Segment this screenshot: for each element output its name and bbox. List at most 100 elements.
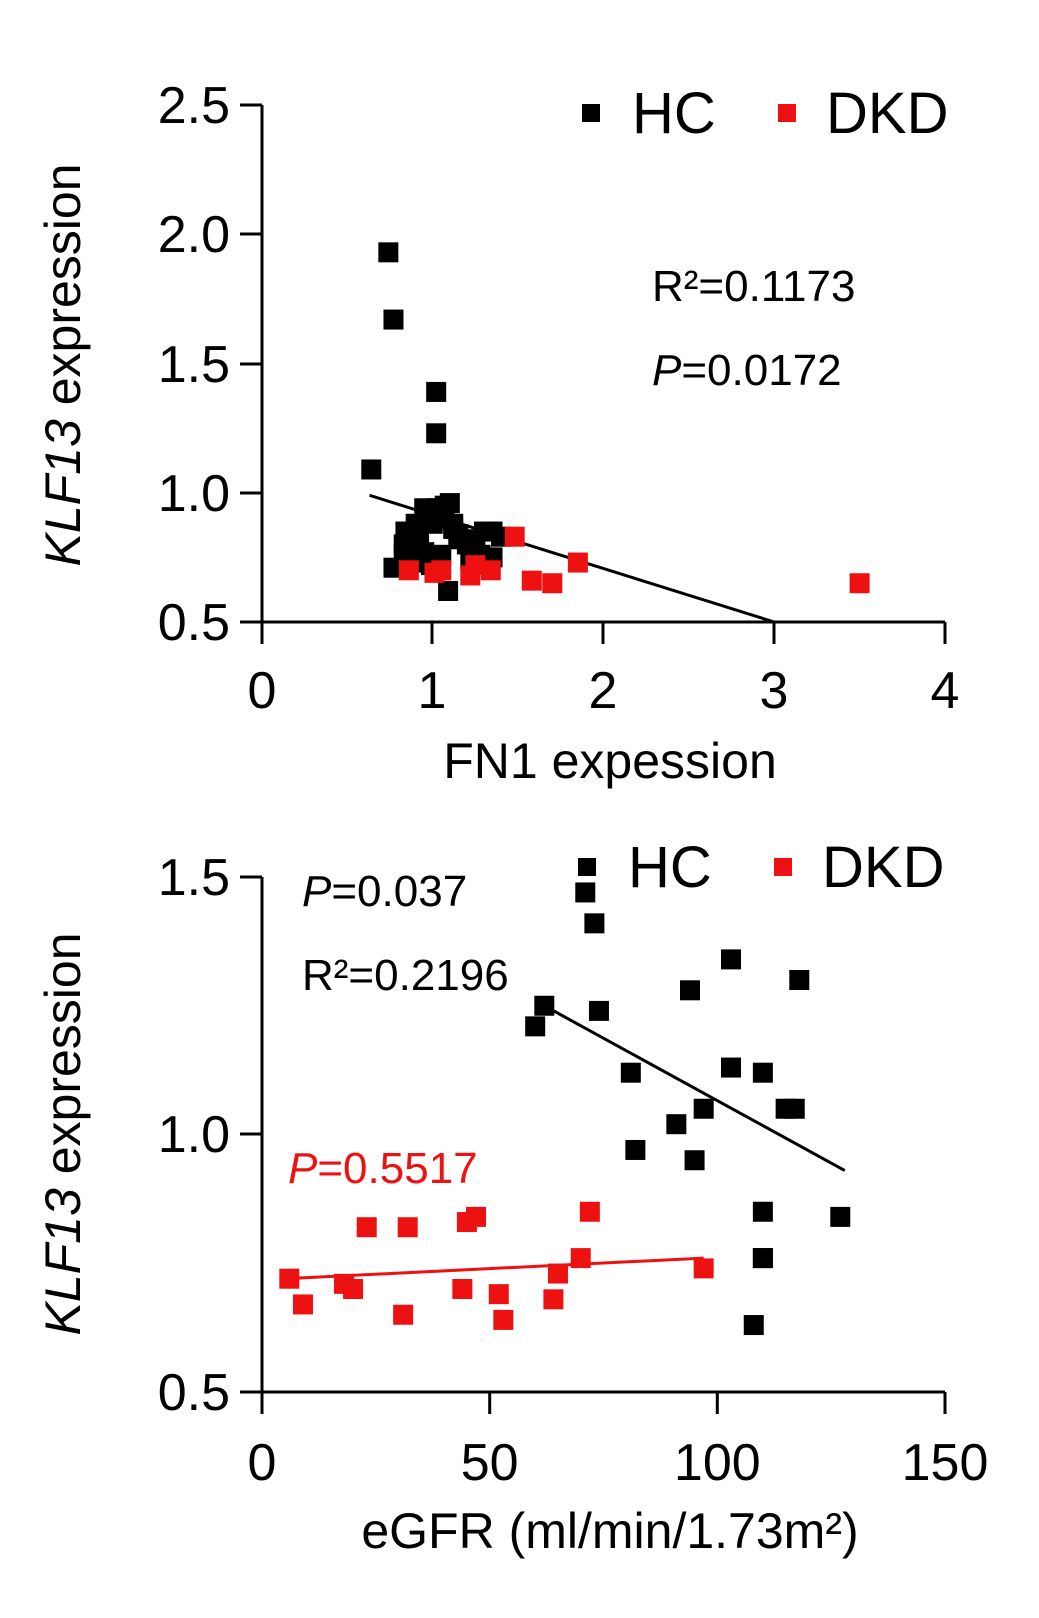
point-dkd bbox=[542, 573, 563, 594]
point-dkd bbox=[356, 1217, 377, 1238]
point-hc bbox=[830, 1206, 851, 1227]
y-tick-label: 0.5 bbox=[158, 594, 230, 652]
point-dkd bbox=[521, 570, 542, 591]
point-dkd bbox=[397, 1217, 418, 1238]
y-axis-label-rest: expression bbox=[35, 932, 91, 1188]
y-tick-label: 2.5 bbox=[158, 77, 230, 135]
point-dkd bbox=[431, 560, 452, 581]
annotation-hc-p-number: =0.037 bbox=[331, 867, 467, 916]
chart-fn1-vs-klf13: 0.5 1.0 1.5 2.0 2.5 0 1 2 3 4 FN1 expess… bbox=[35, 77, 959, 789]
point-hc bbox=[684, 1150, 705, 1171]
point-dkd bbox=[504, 526, 525, 547]
point-dkd bbox=[398, 560, 419, 581]
point-hc bbox=[625, 1139, 646, 1160]
point-hc bbox=[666, 1114, 687, 1135]
x-tick-label: 50 bbox=[461, 1434, 519, 1492]
point-hc bbox=[525, 1016, 546, 1037]
point-hc bbox=[720, 949, 741, 970]
point-hc bbox=[743, 1315, 764, 1336]
y-tick-label: 1.5 bbox=[158, 336, 230, 394]
point-hc bbox=[620, 1062, 641, 1083]
x-axis-label: FN1 expession bbox=[443, 733, 777, 789]
point-dkd bbox=[543, 1289, 564, 1310]
point-hc bbox=[361, 459, 382, 480]
legend-label-hc: HC bbox=[632, 81, 716, 146]
y-tick-label: 0.5 bbox=[158, 1364, 230, 1422]
x-ticks: 0 50 100 150 bbox=[248, 1392, 989, 1492]
point-hc bbox=[426, 423, 447, 444]
fit-line-hc bbox=[543, 1004, 846, 1172]
annotation-dkd-p-number: =0.5517 bbox=[317, 1144, 477, 1193]
point-dkd bbox=[849, 573, 870, 594]
point-hc bbox=[789, 970, 810, 990]
point-hc bbox=[752, 1062, 773, 1083]
y-axis-label: KLF13 expression bbox=[35, 163, 91, 566]
point-dkd bbox=[393, 1304, 414, 1325]
y-ticks: 0.5 1.0 1.5 2.0 2.5 bbox=[158, 77, 262, 652]
point-hc bbox=[534, 995, 555, 1016]
y-axis-label-gene: KLF13 bbox=[35, 419, 91, 567]
annotation-p-value: P=0.0172 bbox=[652, 346, 842, 395]
point-dkd bbox=[279, 1268, 300, 1289]
legend-label-hc: HC bbox=[628, 835, 712, 900]
legend-swatch-dkd bbox=[774, 858, 792, 876]
y-axis-label: KLF13 expression bbox=[35, 932, 91, 1335]
x-axis-label: eGFR (ml/min/1.73m²) bbox=[361, 1503, 858, 1559]
legend-swatch-hc bbox=[578, 858, 596, 876]
point-hc bbox=[588, 1000, 609, 1021]
y-tick-label: 2.0 bbox=[158, 206, 230, 264]
legend-swatch-hc bbox=[582, 104, 600, 122]
x-tick-label: 150 bbox=[902, 1434, 989, 1492]
fit-lines bbox=[284, 1004, 846, 1281]
point-dkd bbox=[547, 1263, 568, 1284]
point-dkd bbox=[567, 552, 588, 573]
annotation-dkd-p-symbol: P bbox=[288, 1144, 318, 1193]
x-tick-label: 2 bbox=[589, 662, 618, 720]
legend-label-dkd: DKD bbox=[822, 835, 944, 900]
y-tick-label: 1.5 bbox=[158, 849, 230, 907]
x-tick-label: 1 bbox=[418, 662, 447, 720]
point-dkd bbox=[570, 1248, 591, 1269]
point-hc bbox=[680, 980, 701, 1001]
point-hc bbox=[426, 381, 447, 402]
annotation-hc-p-symbol: P bbox=[302, 867, 332, 916]
chart-egfr-vs-klf13: 0.5 1.0 1.5 0 50 100 150 eGFR (ml/min/1.… bbox=[35, 835, 988, 1559]
y-ticks: 0.5 1.0 1.5 bbox=[158, 849, 262, 1422]
legend: HC DKD bbox=[578, 835, 944, 900]
point-hc bbox=[584, 913, 605, 934]
x-tick-label: 4 bbox=[931, 662, 960, 720]
point-dkd bbox=[452, 1279, 473, 1299]
point-hc bbox=[693, 1098, 714, 1119]
y-tick-label: 1.0 bbox=[158, 1106, 230, 1164]
data-points bbox=[279, 882, 851, 1336]
data-points bbox=[361, 242, 870, 601]
point-dkd bbox=[292, 1294, 313, 1315]
point-hc bbox=[784, 1098, 805, 1119]
x-tick-label: 3 bbox=[760, 662, 789, 720]
point-dkd bbox=[693, 1258, 714, 1279]
y-tick-label: 1.0 bbox=[158, 465, 230, 523]
annotation-p-number: =0.0172 bbox=[681, 346, 841, 395]
annotation-r2: R²=0.1173 bbox=[652, 262, 855, 311]
point-hc bbox=[383, 309, 404, 330]
point-hc bbox=[752, 1248, 773, 1269]
legend-label-dkd: DKD bbox=[826, 81, 948, 146]
annotation-hc-r2: R²=0.2196 bbox=[302, 951, 509, 1000]
point-hc bbox=[720, 1057, 741, 1078]
point-hc bbox=[378, 242, 399, 263]
point-dkd bbox=[488, 1284, 509, 1305]
y-axis-label-rest: expression bbox=[35, 163, 91, 419]
fit-line-dkd bbox=[284, 1256, 704, 1281]
legend: HC DKD bbox=[582, 81, 948, 146]
annotation-p-symbol: P bbox=[652, 346, 682, 395]
legend-swatch-dkd bbox=[778, 104, 796, 122]
y-axis-label-gene: KLF13 bbox=[35, 1188, 91, 1336]
point-hc bbox=[438, 580, 459, 601]
point-dkd bbox=[493, 1309, 514, 1330]
point-dkd bbox=[579, 1201, 600, 1222]
x-tick-label: 100 bbox=[674, 1434, 761, 1492]
annotation-dkd-p-value: P=0.5517 bbox=[288, 1144, 478, 1193]
point-hc bbox=[752, 1201, 773, 1222]
x-tick-label: 0 bbox=[248, 662, 277, 720]
